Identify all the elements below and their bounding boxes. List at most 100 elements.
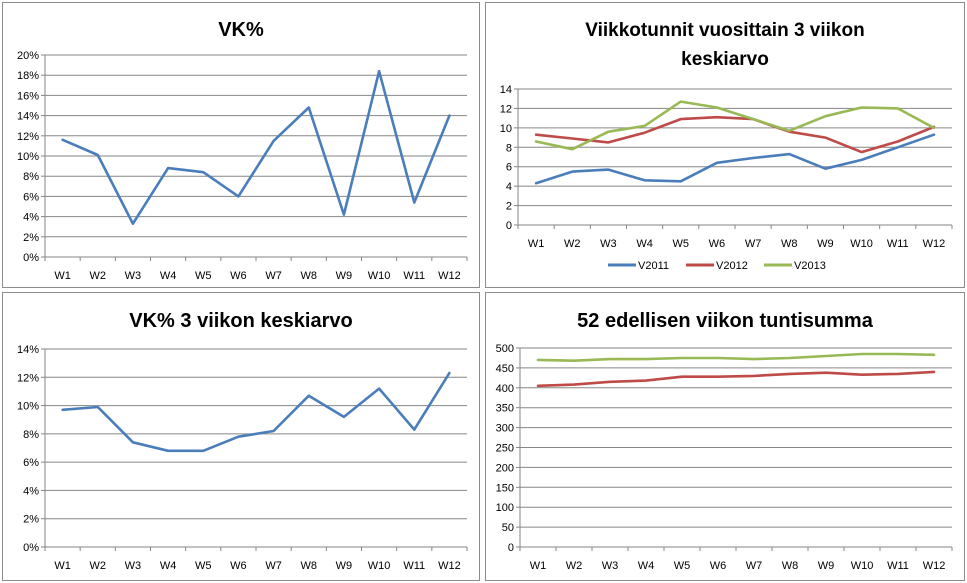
x-tick-label: W8 [301,560,318,572]
series-line-1 [536,370,936,388]
y-tick-label: 10 [500,123,512,135]
chart-vk-percent-3week-avg: VK% 3 viikon keskiarvo 0% 2% 4% 6% 8% 10% 12% 14… [2,292,480,581]
x-tick-label: W9 [818,560,835,572]
y-tick-label: 10% [17,151,39,163]
y-tick-label: 4% [23,212,39,224]
y-tick-label: 12% [17,131,39,143]
x-tick-label: W8 [301,270,318,282]
x-tick-label: W1 [54,560,71,572]
x-tick-label: W12 [923,238,946,250]
legend-label-v2012: V2012 [716,260,748,272]
y-tick-label: 2 [506,201,512,213]
x-tick-label: W6 [709,238,726,250]
chart-52week-hour-sum-svg: 52 edellisen viikon tuntisumma 0 50 100 150 2… [496,310,953,572]
chart-vk-percent-3week-avg-svg: VK% 3 viikon keskiarvo 0% 2% 4% 6% 8% 10% 12% 14… [17,310,468,572]
x-tick-label: W6 [230,560,247,572]
x-tick-label: W3 [125,270,142,282]
legend-label-v2013: V2013 [794,260,826,272]
y-tick-label: 20% [17,50,39,62]
series-line-v2012 [534,115,936,154]
y-tick-label: 400 [496,383,514,395]
y-tick-label: 300 [496,423,514,435]
series-line-v2011 [534,133,936,185]
y-tick-label: 18% [17,70,39,82]
y-tick-label: 0 [508,542,514,554]
y-tick-label: 0 [506,220,512,232]
y-tick-label: 6 [506,162,512,174]
x-tick-label: W7 [745,238,762,250]
x-tick-label: W12 [438,270,461,282]
x-tick-label: W4 [160,270,177,282]
x-tick-label: W10 [850,238,873,250]
y-tick-label: 4% [23,485,39,497]
series-line-v2013 [534,100,936,151]
y-tick-label: 10% [17,401,39,413]
chart-weekly-hours-by-year: Viikkotunnit vuosittain 3 viikon keskiarv… [485,2,965,288]
y-tick-label: 8% [23,429,39,441]
series-line-1 [61,69,451,225]
y-tick-label: 4 [506,181,512,193]
x-tick-label: W9 [336,560,353,572]
y-tick-label: 6% [23,457,39,469]
y-tick-label: 2% [23,232,39,244]
x-tick-label: W1 [528,238,545,250]
x-tick-label: W7 [265,270,282,282]
legend-label-v2011: V2011 [638,260,669,272]
x-tick-label: W5 [195,560,212,572]
y-tick-label: 0% [23,252,39,264]
x-tick-label: W10 [851,560,874,572]
x-tick-label: W2 [90,560,107,572]
y-tick-label: 8 [506,142,512,154]
x-tick-label: W7 [265,560,282,572]
x-tick-label: W11 [887,560,909,572]
x-tick-label: W8 [782,560,799,572]
chart-52week-hour-sum: 52 edellisen viikon tuntisumma 0 50 100 150 2… [485,292,965,581]
x-tick-label: W1 [530,560,547,572]
series-line-1 [61,371,451,453]
x-tick-label: W3 [602,560,619,572]
x-tick-label: W5 [674,560,691,572]
chart-weekly-hours-by-year-svg: Viikkotunnit vuosittain 3 viikon keskiarv… [500,20,953,272]
y-tick-label: 450 [496,363,514,375]
x-tick-label: W4 [638,560,655,572]
x-tick-label: W11 [887,238,909,250]
y-tick-label: 200 [496,462,514,474]
y-tick-label: 8% [23,171,39,183]
y-tick-label: 250 [496,443,514,455]
y-tick-label: 6% [23,191,39,203]
y-tick-label: 12 [500,103,512,115]
chart-vk-percent-svg: VK% 0% 2% 4% 6% 8% 10% 12% 14% 16% 18% 20% W1 W2 W3 W4 W… [17,19,468,282]
chart-title: VK% 3 viikon keskiarvo [129,310,352,332]
y-tick-label: 50 [502,522,514,534]
x-tick-label: W3 [125,560,142,572]
x-tick-label: W6 [710,560,727,572]
chart-title: keskiarvo [681,49,769,70]
x-tick-label: W5 [673,238,690,250]
x-tick-label: W11 [403,270,425,282]
y-tick-label: 350 [496,403,514,415]
x-tick-label: W4 [636,238,653,250]
x-tick-label: W3 [600,238,617,250]
y-tick-label: 14% [17,344,39,356]
x-tick-label: W10 [368,270,391,282]
y-tick-label: 500 [496,343,514,355]
chart-vk-percent: VK% 0% 2% 4% 6% 8% 10% 12% 14% 16% 18% 20% W1 W2 W3 W4 W… [2,2,480,288]
y-tick-label: 12% [17,372,39,384]
chart-title: Viikkotunnit vuosittain 3 viikon [585,20,864,41]
x-tick-label: W9 [817,238,834,250]
x-tick-label: W6 [230,270,247,282]
y-tick-label: 0% [23,542,39,554]
y-tick-label: 14 [500,84,512,96]
x-tick-label: W1 [54,270,71,282]
x-tick-label: W2 [90,270,107,282]
series-line-2 [536,352,936,362]
x-tick-label: W2 [564,238,581,250]
y-tick-label: 150 [496,482,514,494]
x-tick-label: W2 [566,560,583,572]
x-tick-label: W12 [438,560,461,572]
x-tick-label: W11 [403,560,425,572]
chart-title: VK% [218,19,264,41]
y-tick-label: 2% [23,514,39,526]
x-tick-label: W10 [368,560,391,572]
y-tick-label: 14% [17,111,39,123]
